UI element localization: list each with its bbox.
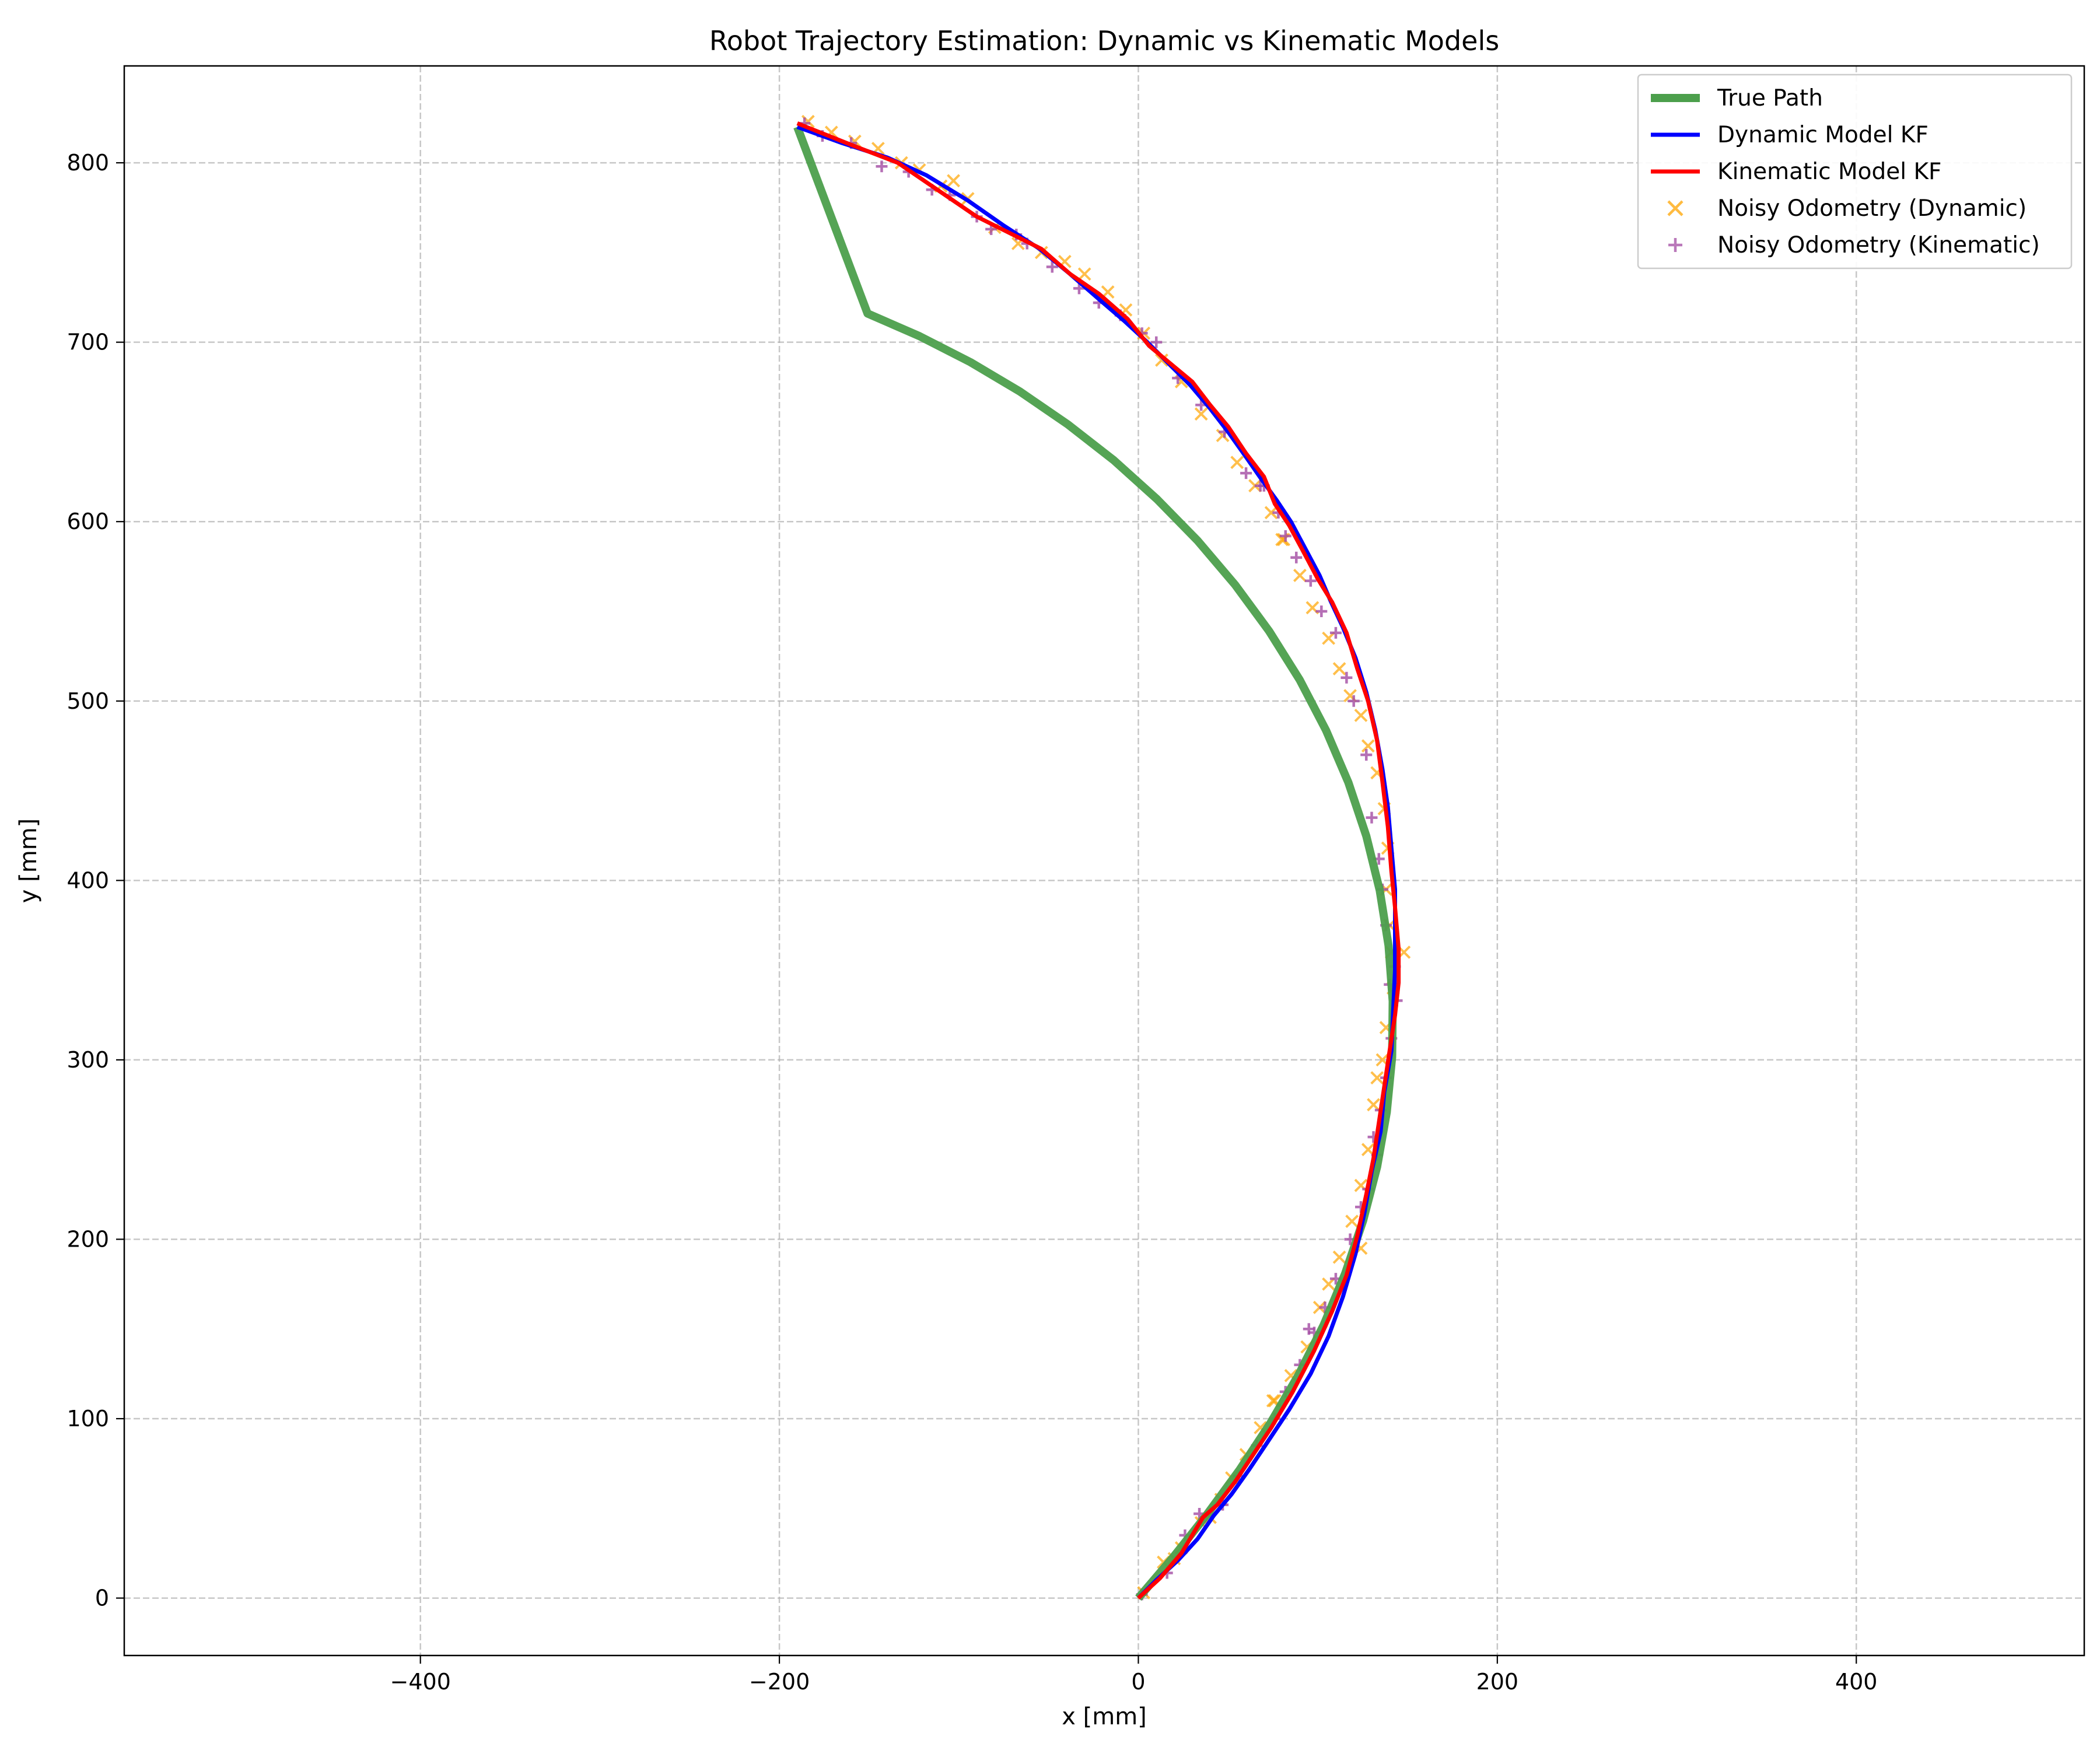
odometry-dynamic-point — [1194, 407, 1208, 421]
legend-label: Dynamic Model KF — [1717, 122, 1929, 148]
odometry-kinematic-point — [1340, 671, 1353, 684]
chart-title: Robot Trajectory Estimation: Dynamic vs … — [709, 25, 1499, 57]
odometry-dynamic-point — [1354, 708, 1368, 722]
legend-handle-marker — [1668, 238, 1682, 252]
legend: True Path Dynamic Model KF Kinematic Model… — [1637, 74, 2073, 270]
odometry-dynamic-point — [1230, 456, 1244, 470]
y-tick-label: 500 — [66, 688, 109, 714]
y-tick-label: 800 — [66, 150, 109, 176]
odometry-dynamic-point — [1293, 569, 1307, 582]
legend-box — [1637, 74, 2073, 270]
odometry-dynamic-point — [1332, 1250, 1346, 1264]
y-tick-label: 0 — [95, 1586, 109, 1611]
legend-label: True Path — [1717, 85, 1823, 111]
odometry-kinematic-point — [1290, 551, 1303, 564]
odometry-kinematic-point — [1329, 626, 1342, 639]
odometry-dynamic-point — [1322, 1277, 1336, 1291]
x-axis-title: x [mm] — [1062, 1703, 1147, 1730]
x-tick-label: −400 — [390, 1669, 451, 1695]
odometry-kinematic-point — [876, 160, 888, 173]
x-tick-label: 200 — [1476, 1669, 1519, 1695]
odometry-dynamic-point — [1322, 631, 1336, 645]
kinematic-model-kf-line — [796, 121, 1401, 1600]
odometry-kinematic-point — [1304, 575, 1317, 587]
odometry-dynamic-point — [1332, 662, 1346, 676]
odometry-kinematic-point — [1279, 530, 1292, 542]
odometry-kinematic-point — [1150, 336, 1163, 348]
odometry-dynamic-point — [1370, 1071, 1384, 1085]
odometry-kinematic-point — [1348, 695, 1360, 707]
tick-layer: −400 −200 0 200 400 0 100 200 300 400 500 600 700 800 — [66, 150, 1877, 1695]
x-tick-label: 400 — [1835, 1669, 1878, 1695]
odometry-dynamic-point — [947, 174, 960, 188]
plot-data-layer — [793, 114, 1411, 1601]
odometry-dynamic-point — [1361, 1143, 1375, 1157]
odometry-dynamic-point — [1155, 353, 1168, 367]
odometry-dynamic-point — [1264, 506, 1278, 520]
odometry-dynamic-point — [1077, 267, 1091, 281]
odometry-kinematic-point — [1315, 605, 1328, 617]
odometry-kinematic-point — [1046, 261, 1058, 273]
odometry-dynamic-point — [1345, 1214, 1359, 1228]
x-tick-label: 0 — [1131, 1669, 1145, 1695]
odometry-kinematic-point — [1240, 467, 1252, 480]
legend-label: Kinematic Model KF — [1717, 159, 1941, 185]
y-axis-title: y [mm] — [15, 818, 42, 904]
y-tick-label: 700 — [66, 330, 109, 355]
odometry-kinematic-point — [1303, 1323, 1315, 1335]
odometry-kinematic-point — [1366, 811, 1378, 824]
y-tick-label: 600 — [66, 509, 109, 534]
y-tick-label: 400 — [66, 867, 109, 893]
x-tick-label: −200 — [749, 1669, 810, 1695]
odometry-kinematic-point — [1360, 749, 1373, 761]
legend-label: Noisy Odometry (Dynamic) — [1717, 195, 2027, 222]
legend-handle-marker — [1667, 200, 1684, 216]
odometry-dynamic-point — [1361, 739, 1375, 753]
true-path-line — [793, 125, 1397, 1601]
y-tick-label: 300 — [66, 1047, 109, 1073]
series-layer — [793, 114, 1411, 1601]
legend-label: Noisy Odometry (Kinematic) — [1717, 232, 2040, 258]
y-tick-label: 100 — [66, 1406, 109, 1432]
odometry-dynamic-point — [1367, 1098, 1380, 1112]
y-tick-label: 200 — [66, 1226, 109, 1252]
plot-frame — [123, 65, 2085, 1657]
